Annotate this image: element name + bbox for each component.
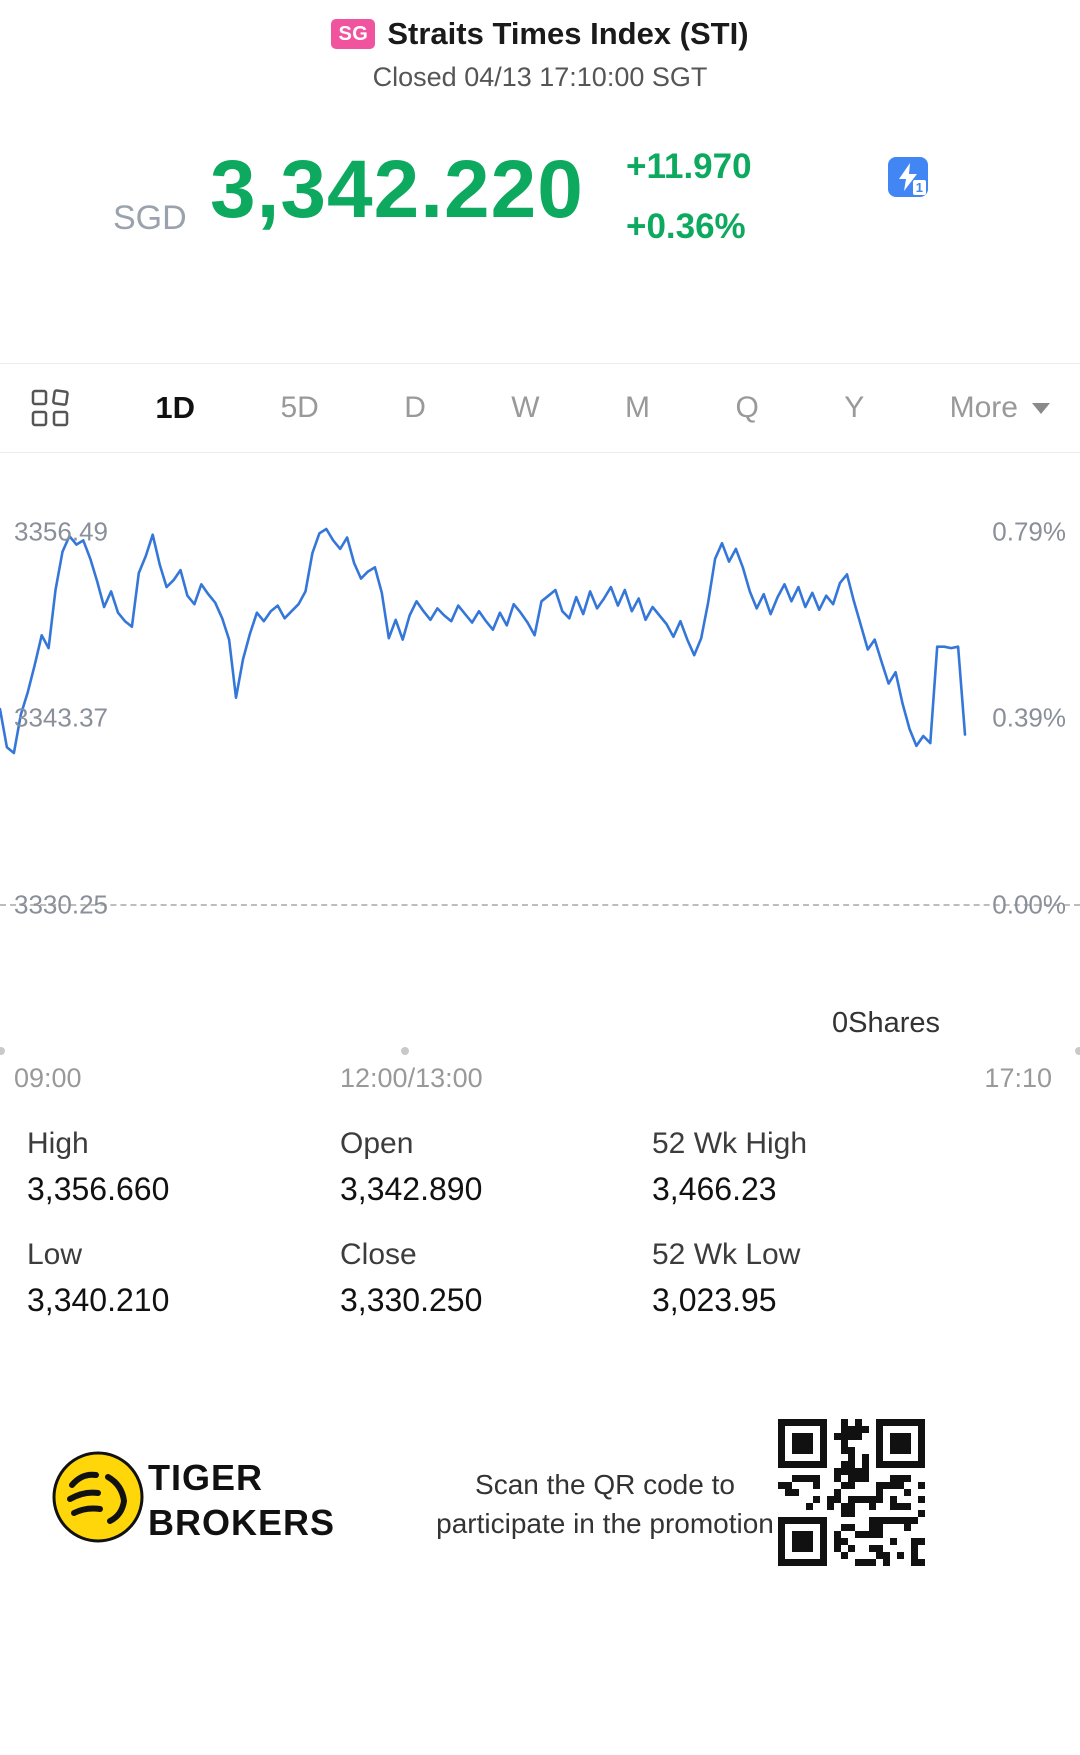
prev-close-gridline xyxy=(0,904,1080,906)
pct-axis-label-high: 0.79% xyxy=(992,516,1066,547)
stat-close: Close 3,330.250 xyxy=(340,1238,652,1319)
stat-value: 3,342.890 xyxy=(340,1171,483,1207)
period-tabbar: 1D 5D D W M Q Y More xyxy=(0,363,1080,453)
qr-code xyxy=(778,1419,925,1566)
stat-label: Low xyxy=(27,1238,83,1271)
axis-dot-right xyxy=(1075,1047,1080,1055)
promo-line-1: Scan the QR code to xyxy=(475,1469,735,1500)
tab-5d[interactable]: 5D xyxy=(280,391,319,424)
stat-label: High xyxy=(27,1127,89,1160)
chevron-down-icon xyxy=(1031,402,1050,414)
pct-axis-label-mid: 0.39% xyxy=(992,702,1066,733)
last-price: 3,342.220 xyxy=(210,144,584,235)
stat-label: Close xyxy=(340,1238,417,1271)
pct-axis-label-low: 0.00% xyxy=(992,889,1066,920)
tab-w[interactable]: W xyxy=(511,391,540,424)
y-axis-label-high: 3356.49 xyxy=(14,516,108,547)
lightning-icon xyxy=(899,163,917,191)
more-label: More xyxy=(949,391,1018,424)
page-title: Straits Times Index (STI) xyxy=(387,16,749,51)
time-label-open: 09:00 xyxy=(14,1063,82,1093)
market-status: Closed 04/13 17:10:00 SGT xyxy=(372,62,708,92)
tab-y[interactable]: Y xyxy=(844,391,865,424)
stat-label: 52 Wk Low xyxy=(652,1238,801,1271)
y-axis-label-low: 3330.25 xyxy=(14,889,108,920)
promo-text: Scan the QR code to participate in the p… xyxy=(420,1465,790,1543)
tab-1d[interactable]: 1D xyxy=(155,390,196,425)
header: SG Straits Times Index (STI) Closed 04/1… xyxy=(0,0,1080,93)
grid-icon[interactable] xyxy=(30,388,70,428)
tab-m[interactable]: M xyxy=(625,391,651,424)
promo-line-2: participate in the promotion xyxy=(436,1508,774,1540)
price-chart[interactable]: 3356.49 3343.37 3330.25 0.79% 0.39% 0.00… xyxy=(0,475,1080,945)
flash-order-button[interactable]: 1 xyxy=(888,157,928,197)
flash-order-count: 1 xyxy=(912,180,926,195)
y-axis-label-mid: 3343.37 xyxy=(14,702,108,733)
axis-dot-center xyxy=(401,1047,409,1055)
stat-label: Open xyxy=(340,1127,414,1160)
stat-low: Low 3,340.210 xyxy=(27,1238,340,1319)
price-change-percent: +0.36% xyxy=(626,207,746,246)
tab-q[interactable]: Q xyxy=(735,391,759,424)
market-badge: SG xyxy=(331,19,376,49)
stat-value: 3,356.660 xyxy=(27,1171,170,1207)
stat-open: Open 3,342.890 xyxy=(340,1127,652,1208)
axis-dot-left xyxy=(0,1047,5,1055)
time-label-lunch: 12:00/13:00 xyxy=(340,1063,483,1093)
currency-label: SGD xyxy=(113,199,187,237)
brand-line-1: TIGER xyxy=(148,1457,264,1498)
more-dropdown[interactable]: More xyxy=(950,391,1050,425)
volume-section: 0Shares xyxy=(0,1007,1080,1043)
stat-52wk-high: 52 Wk High 3,466.23 xyxy=(652,1127,1080,1208)
time-axis: 09:00 12:00/13:00 17:10 xyxy=(0,1043,1080,1113)
tiger-brokers-logo xyxy=(52,1451,144,1543)
stat-label: 52 Wk High xyxy=(652,1127,808,1160)
brand-name: TIGER BROKERS xyxy=(148,1455,335,1545)
stat-value: 3,330.250 xyxy=(340,1282,483,1318)
stat-value: 3,023.95 xyxy=(652,1282,777,1318)
stat-high: High 3,356.660 xyxy=(27,1127,340,1208)
stats-grid: High 3,356.660 Open 3,342.890 52 Wk High… xyxy=(0,1127,1080,1319)
price-change: +11.970 xyxy=(626,147,752,186)
stat-52wk-low: 52 Wk Low 3,023.95 xyxy=(652,1238,1080,1319)
stat-value: 3,340.210 xyxy=(27,1282,170,1318)
tab-d[interactable]: D xyxy=(404,391,426,424)
chart-plot xyxy=(0,527,967,755)
promo-footer: TIGER BROKERS Scan the QR code to partic… xyxy=(0,1419,1080,1589)
brand-line-2: BROKERS xyxy=(148,1502,336,1543)
time-label-close: 17:10 xyxy=(984,1063,1052,1093)
stat-value: 3,466.23 xyxy=(652,1171,777,1207)
quote-section: SGD 3,342.220 +11.970 +0.36% 1 xyxy=(0,143,1080,315)
volume-label: 0Shares xyxy=(831,1007,940,1039)
